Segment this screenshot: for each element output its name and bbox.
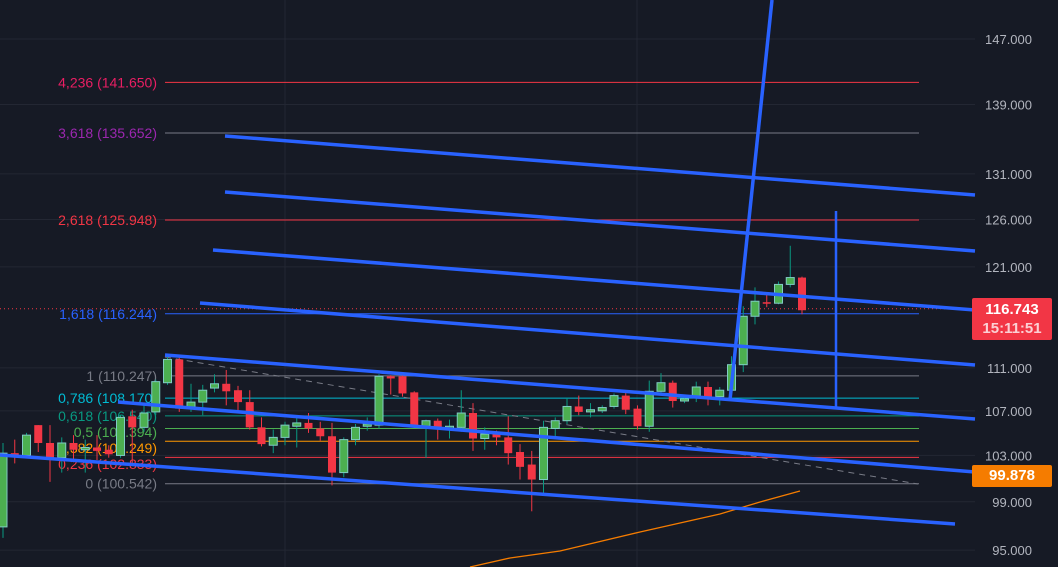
price-axis-tick: 147.000 <box>985 32 1032 47</box>
candle-body <box>480 433 490 439</box>
candle-body <box>504 437 513 454</box>
fib-level-label: 0,5 (105.394) <box>74 424 157 440</box>
candle-body <box>362 423 372 427</box>
candle-body <box>304 422 313 429</box>
candle-body <box>198 389 208 403</box>
candle-body <box>245 402 254 428</box>
candle-body <box>398 376 407 394</box>
candle-body <box>128 416 137 428</box>
candle-body <box>633 408 642 427</box>
price-axis-tick: 126.000 <box>985 212 1032 227</box>
candle-body <box>539 426 548 481</box>
candle-body <box>410 392 419 426</box>
candle-body <box>785 277 795 285</box>
candle-body <box>292 422 302 427</box>
channel-trend-line[interactable] <box>224 134 976 197</box>
candle-body <box>597 407 607 412</box>
fib-level-label: 1,618 (116.244) <box>59 306 157 322</box>
candle-body <box>586 409 595 413</box>
channel-trend-line[interactable] <box>199 301 976 367</box>
candle-body <box>80 446 90 451</box>
candle-body <box>374 375 384 426</box>
candle-body <box>433 420 442 429</box>
candle-body <box>339 439 349 474</box>
candle-body <box>328 436 336 473</box>
candle-body <box>680 398 689 402</box>
fib-level-label: 3,618 (135.652) <box>58 125 157 141</box>
candle-body <box>644 390 654 427</box>
candle-body <box>469 413 477 439</box>
moving-average-line <box>469 490 801 567</box>
candle-body <box>116 416 125 456</box>
candle-body <box>280 424 290 438</box>
last-price-value: 116.743 <box>985 301 1039 318</box>
candle-body <box>234 390 242 403</box>
price-axis-tick: 121.000 <box>985 260 1032 275</box>
price-axis-tick: 95.000 <box>992 543 1032 558</box>
candle-body <box>69 442 78 450</box>
channel-trend-line[interactable] <box>728 0 774 401</box>
channel-trend-line[interactable] <box>117 400 976 474</box>
candle-body <box>456 412 466 428</box>
fib-level-label: 1 (110.247) <box>86 368 157 384</box>
candle-body <box>57 442 67 459</box>
candle-body <box>574 406 583 412</box>
candle-body <box>222 383 231 392</box>
candle-body <box>762 302 771 304</box>
candle-body <box>46 442 54 458</box>
candle-body <box>151 381 161 413</box>
candle-body <box>516 452 524 467</box>
fib-level-label: 2,618 (125.948) <box>58 212 157 228</box>
channel-trend-line[interactable] <box>224 190 976 253</box>
candle-body <box>738 315 748 366</box>
candle-body <box>704 386 712 398</box>
candle-body <box>268 436 278 446</box>
fib-level-label: 0 (100.542) <box>85 476 157 492</box>
price-axis-tick: 99.000 <box>992 495 1032 510</box>
candle-body <box>104 449 113 455</box>
candle-body <box>210 383 219 389</box>
bar-countdown: 15:11:51 <box>982 320 1042 337</box>
price-axis-tick: 107.000 <box>985 404 1032 419</box>
channel-trend-line[interactable] <box>212 248 976 312</box>
candle-body <box>351 426 360 441</box>
candle-body <box>34 425 43 443</box>
fib-level-label: 4,236 (141.650) <box>58 74 157 90</box>
price-axis-tick: 111.000 <box>987 361 1032 376</box>
candle-body <box>527 464 536 480</box>
candle-body <box>175 359 184 409</box>
candle-body <box>715 389 725 398</box>
candle-body <box>22 434 31 456</box>
price-axis-tick: 131.000 <box>985 167 1032 182</box>
candle-body <box>550 420 560 429</box>
price-axis-tick: 139.000 <box>985 98 1032 113</box>
channel-trend-line[interactable] <box>0 453 956 526</box>
candle-body <box>257 427 266 445</box>
price-axis-tick: 103.000 <box>985 448 1032 463</box>
candle-body <box>750 300 760 317</box>
candle-body <box>621 395 630 410</box>
candle-body <box>0 452 8 528</box>
candle-body <box>492 434 501 438</box>
candle-body <box>798 277 806 311</box>
candle-body <box>163 358 172 384</box>
last-price-badge: 116.743 15:11:51 <box>972 298 1052 340</box>
candle-body <box>93 447 101 451</box>
candle-body <box>139 412 149 428</box>
candle-body <box>668 382 677 402</box>
moving-average-price-badge: 99.878 <box>972 465 1052 487</box>
candle-body <box>562 405 572 422</box>
candle-body <box>316 428 325 437</box>
candle-body <box>609 395 619 407</box>
channel-trend-line[interactable] <box>164 353 976 421</box>
candle-body <box>386 376 395 379</box>
candle-body <box>656 382 666 392</box>
